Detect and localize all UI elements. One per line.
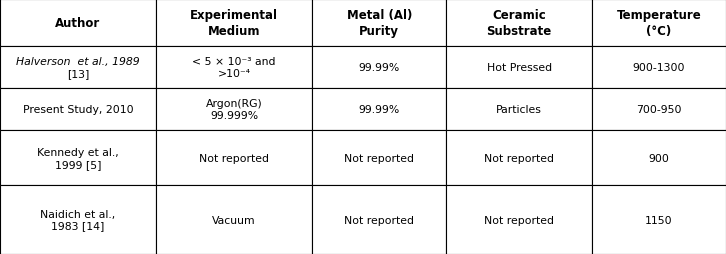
- Bar: [592, 89, 726, 131]
- Bar: [446, 47, 592, 89]
- Bar: [312, 0, 446, 47]
- Text: 900: 900: [648, 153, 669, 163]
- Bar: [156, 185, 312, 254]
- Text: 1150: 1150: [645, 215, 673, 225]
- Bar: [592, 0, 726, 47]
- Text: [13]: [13]: [67, 69, 89, 79]
- Bar: [312, 185, 446, 254]
- Text: Not reported: Not reported: [344, 153, 415, 163]
- Text: Author: Author: [55, 17, 101, 30]
- Text: Ceramic
Substrate: Ceramic Substrate: [486, 9, 552, 38]
- Text: Not reported: Not reported: [484, 153, 554, 163]
- Bar: [156, 47, 312, 89]
- Bar: [312, 131, 446, 185]
- Text: 900-1300: 900-1300: [632, 63, 685, 73]
- Bar: [592, 185, 726, 254]
- Bar: [0, 89, 156, 131]
- Text: 99.99%: 99.99%: [359, 63, 400, 73]
- Text: 700-950: 700-950: [636, 105, 682, 115]
- Bar: [312, 89, 446, 131]
- Text: Naidich et al.,
1983 [14]: Naidich et al., 1983 [14]: [41, 209, 115, 231]
- Text: Experimental
Medium: Experimental Medium: [190, 9, 278, 38]
- Text: Not reported: Not reported: [199, 153, 269, 163]
- Text: Kennedy et al.,
1999 [5]: Kennedy et al., 1999 [5]: [37, 147, 119, 169]
- Bar: [0, 0, 156, 47]
- Bar: [156, 89, 312, 131]
- Bar: [0, 185, 156, 254]
- Bar: [592, 131, 726, 185]
- Text: Not reported: Not reported: [344, 215, 415, 225]
- Bar: [156, 0, 312, 47]
- Bar: [446, 89, 592, 131]
- Text: Hot Pressed: Hot Pressed: [486, 63, 552, 73]
- Bar: [446, 0, 592, 47]
- Bar: [446, 185, 592, 254]
- Text: 99.99%: 99.99%: [359, 105, 400, 115]
- Text: Halverson  et al., 1989: Halverson et al., 1989: [16, 57, 140, 67]
- Text: Present Study, 2010: Present Study, 2010: [23, 105, 134, 115]
- Bar: [592, 47, 726, 89]
- Text: < 5 × 10⁻³ and
>10⁻⁴: < 5 × 10⁻³ and >10⁻⁴: [192, 57, 276, 79]
- Text: Not reported: Not reported: [484, 215, 554, 225]
- Text: Metal (Al)
Purity: Metal (Al) Purity: [346, 9, 412, 38]
- Bar: [446, 131, 592, 185]
- Text: Vacuum: Vacuum: [212, 215, 256, 225]
- Text: Particles: Particles: [496, 105, 542, 115]
- Text: Temperature
(°C): Temperature (°C): [616, 9, 701, 38]
- Bar: [312, 47, 446, 89]
- Text: Argon(RG)
99.999%: Argon(RG) 99.999%: [205, 99, 263, 121]
- Bar: [156, 131, 312, 185]
- Bar: [0, 47, 156, 89]
- Bar: [0, 131, 156, 185]
